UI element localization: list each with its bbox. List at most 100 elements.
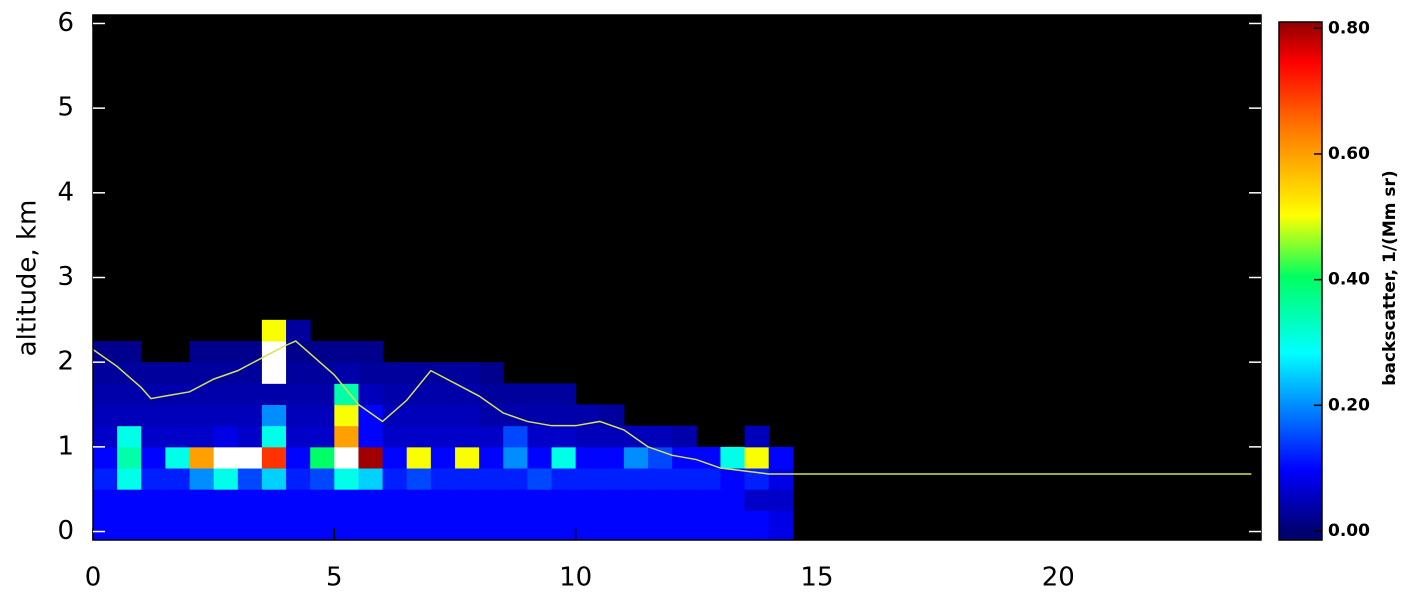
heatmap-cell (406, 404, 432, 427)
heatmap-cell (286, 446, 311, 469)
heatmap-cell (117, 425, 142, 448)
heatmap-cell (358, 404, 384, 427)
heatmap-cell (189, 468, 215, 490)
boundary-layer-line (92, 340, 1252, 475)
heatmap-cell (454, 468, 480, 490)
heatmap-cell (503, 383, 528, 406)
colorbar (1279, 22, 1322, 531)
heatmap-cell (430, 383, 456, 406)
heatmap-cell (141, 425, 166, 448)
heatmap-cell (406, 383, 432, 406)
heatmap-cell (696, 489, 721, 511)
heatmap-cell (479, 489, 504, 511)
heatmap-cell (575, 489, 601, 511)
heatmap-cell (213, 468, 239, 490)
heatmap-cell (527, 404, 553, 427)
heatmap-cell (165, 425, 191, 448)
heatmap-cell (117, 510, 142, 541)
heatmap-cell (479, 383, 504, 406)
heatmap-cell (286, 510, 311, 541)
colorbar-tick-label: 0.80 (1328, 18, 1370, 38)
heatmap-cell (237, 489, 263, 511)
heatmap-cell (406, 362, 432, 384)
heatmap-cell (575, 446, 601, 469)
heatmap-cell (310, 425, 335, 448)
x-tick-label: 20 (1042, 563, 1075, 593)
colorbar-pad (1279, 531, 1322, 540)
heatmap-cell (382, 446, 408, 469)
heatmap-cell (117, 468, 142, 490)
heatmap-cell (744, 489, 770, 511)
heatmap-cell (648, 446, 673, 469)
heatmap-cell (479, 446, 504, 469)
heatmap-cell (165, 362, 191, 384)
x-tick-label: 15 (800, 563, 833, 593)
heatmap-cell (454, 383, 480, 406)
heatmap-cell (599, 446, 625, 469)
heatmap-cell (406, 446, 432, 469)
heatmap-cell (189, 425, 215, 448)
heatmap-cell (430, 510, 456, 541)
heatmap-cell (648, 468, 673, 490)
heatmap-cell (430, 468, 456, 490)
heatmap-cell (93, 510, 118, 541)
heatmap-cell (237, 341, 263, 363)
x-tick-label: 0 (85, 563, 102, 593)
heatmap-cell (334, 341, 359, 363)
heatmap-cell (672, 468, 697, 490)
heatmap-cell (503, 489, 528, 511)
y-tick-label: 6 (57, 8, 74, 38)
heatmap-cell (286, 468, 311, 490)
heatmap-cell (527, 510, 553, 541)
heatmap-cell (358, 446, 384, 469)
heatmap-cell (310, 362, 335, 384)
heatmap-cell (261, 404, 287, 427)
heatmap-cell (406, 489, 432, 511)
y-tick-label: 0 (57, 516, 74, 546)
heatmap-cell (454, 510, 480, 541)
heatmap-cell (720, 489, 746, 511)
heatmap-cell (696, 510, 721, 541)
heatmap-cell (117, 362, 142, 384)
heatmap-cell (430, 425, 456, 448)
heatmap-cell (310, 468, 335, 490)
heatmap-cell (189, 341, 215, 363)
heatmap-cell (334, 468, 359, 490)
y-tick-label: 5 (57, 93, 74, 123)
heatmap-cell (237, 510, 263, 541)
heatmap-cell (189, 510, 215, 541)
heatmap-cell (141, 446, 166, 469)
heatmap-cell (599, 489, 625, 511)
heatmap-cell (334, 489, 359, 511)
heatmap-cell (406, 425, 432, 448)
heatmap-cell (237, 404, 263, 427)
heatmap-cell (382, 489, 408, 511)
heatmap-cell (93, 341, 118, 363)
heatmap-cell (648, 425, 673, 448)
heatmap-cell (189, 383, 215, 406)
heatmap-cell (310, 446, 335, 469)
heatmap-cell (575, 404, 601, 427)
heatmap-cell (189, 446, 215, 469)
heatmap-cell (696, 468, 721, 490)
heatmap-cell (334, 383, 359, 406)
heatmap-cell (479, 362, 504, 384)
y-tick-label: 4 (57, 177, 74, 207)
heatmap-cell (551, 468, 577, 490)
heatmap-cell (141, 468, 166, 490)
colorbar-frame (1278, 21, 1323, 541)
heatmap-cell (213, 383, 239, 406)
heatmap-cell (286, 319, 311, 342)
heatmap-cell (479, 510, 504, 541)
heatmap-cell (527, 425, 553, 448)
heatmap-cell (93, 489, 118, 511)
heatmap-cell (261, 489, 287, 511)
heatmap-cell (310, 341, 335, 363)
heatmap-cell (261, 468, 287, 490)
heatmap-cell (358, 468, 384, 490)
heatmap-cell (454, 425, 480, 448)
heatmap-cell (406, 468, 432, 490)
heatmap-cell (672, 425, 697, 448)
heatmap-cell (503, 404, 528, 427)
